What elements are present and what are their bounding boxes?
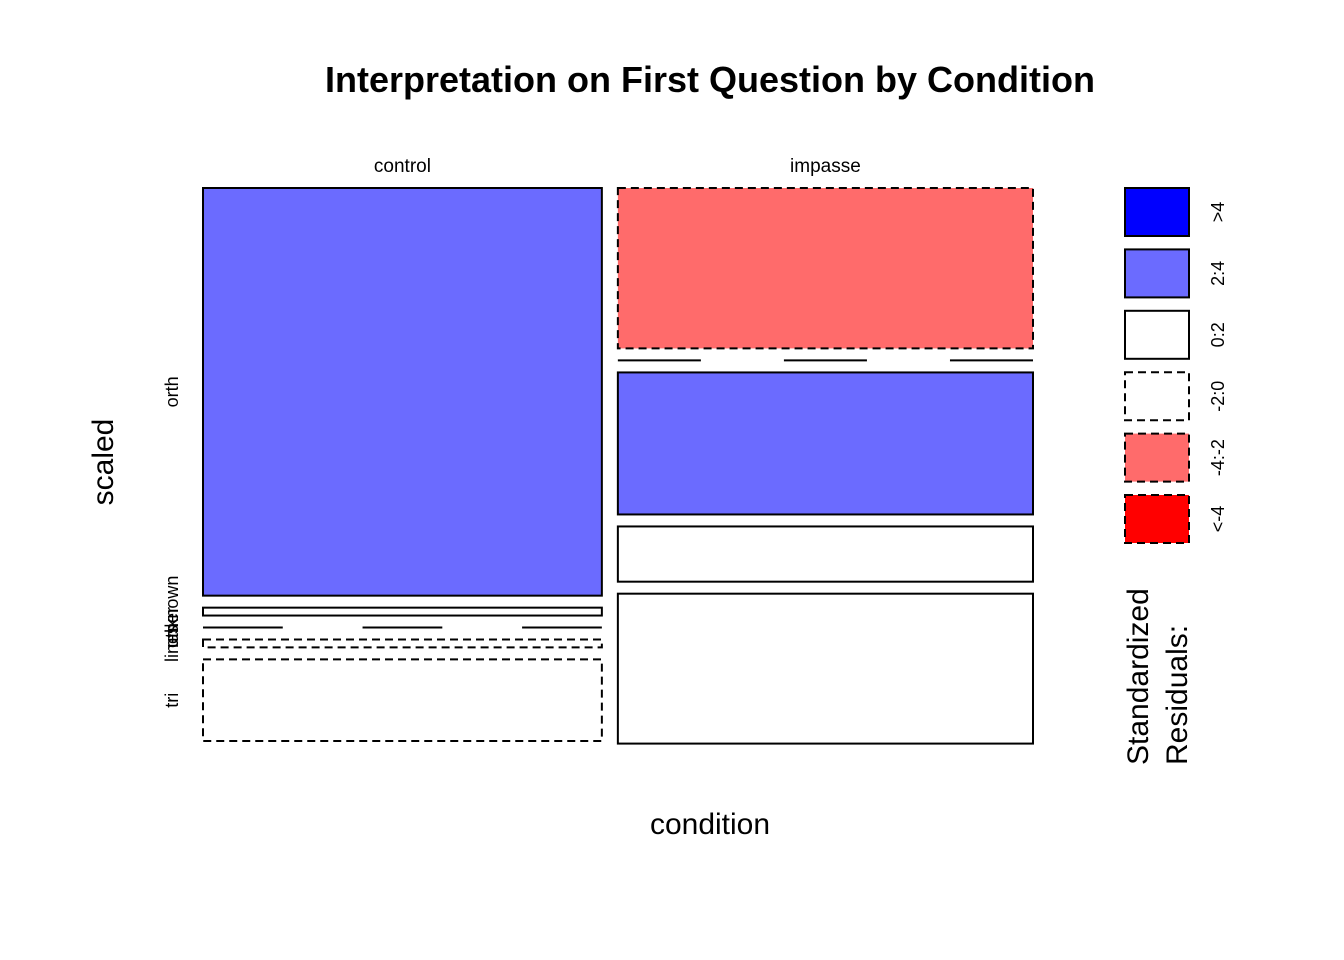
legend-title-line-1: Standardized [1122, 588, 1155, 765]
y-axis-title: scaled [87, 419, 120, 506]
legend-swatch-3 [1124, 309, 1190, 360]
legend-swatch-4 [1124, 371, 1190, 422]
legend-label-6: <-4 [1208, 506, 1228, 533]
cell-impasse-other [616, 371, 1034, 516]
column-label-impasse: impasse [790, 156, 861, 177]
cell-control-tri [202, 658, 603, 742]
cell-impasse-tri [616, 592, 1034, 745]
row-label-tri: tri [162, 693, 182, 708]
cell-control-orth [202, 187, 603, 597]
legend-label-2: 2:4 [1208, 261, 1228, 286]
cell-control-lines [202, 638, 603, 649]
row-label-lines: lines [162, 625, 182, 662]
legend-swatch-5 [1124, 432, 1190, 483]
cell-impasse-orth [616, 187, 1034, 350]
chart-title: Interpretation on First Question by Cond… [325, 59, 1095, 100]
legend-swatch-2 [1124, 248, 1190, 299]
column-label-control: control [374, 156, 431, 177]
x-axis-title: condition [650, 808, 770, 841]
row-label-orth: orth [162, 376, 182, 407]
mosaic-cells [202, 187, 1034, 745]
row-label-other: other [162, 607, 182, 648]
legend-swatch-6 [1124, 494, 1190, 544]
cell-impasse-lines [616, 525, 1034, 583]
legend-label-3: 0:2 [1208, 322, 1228, 347]
legend-title-line-2: Residuals: [1161, 625, 1194, 765]
residual-legend: >4 2:4 0:2 -2:0 -4:-2 <-4 Standardized Residual… [1122, 187, 1228, 765]
legend-swatch-1 [1124, 187, 1190, 237]
legend-label-4: -2:0 [1208, 381, 1228, 412]
cell-control-unknown [202, 606, 603, 617]
row-label-unknown: unknown [162, 576, 182, 648]
legend-label-5: -4:-2 [1208, 439, 1228, 476]
legend-label-1: >4 [1208, 202, 1228, 223]
